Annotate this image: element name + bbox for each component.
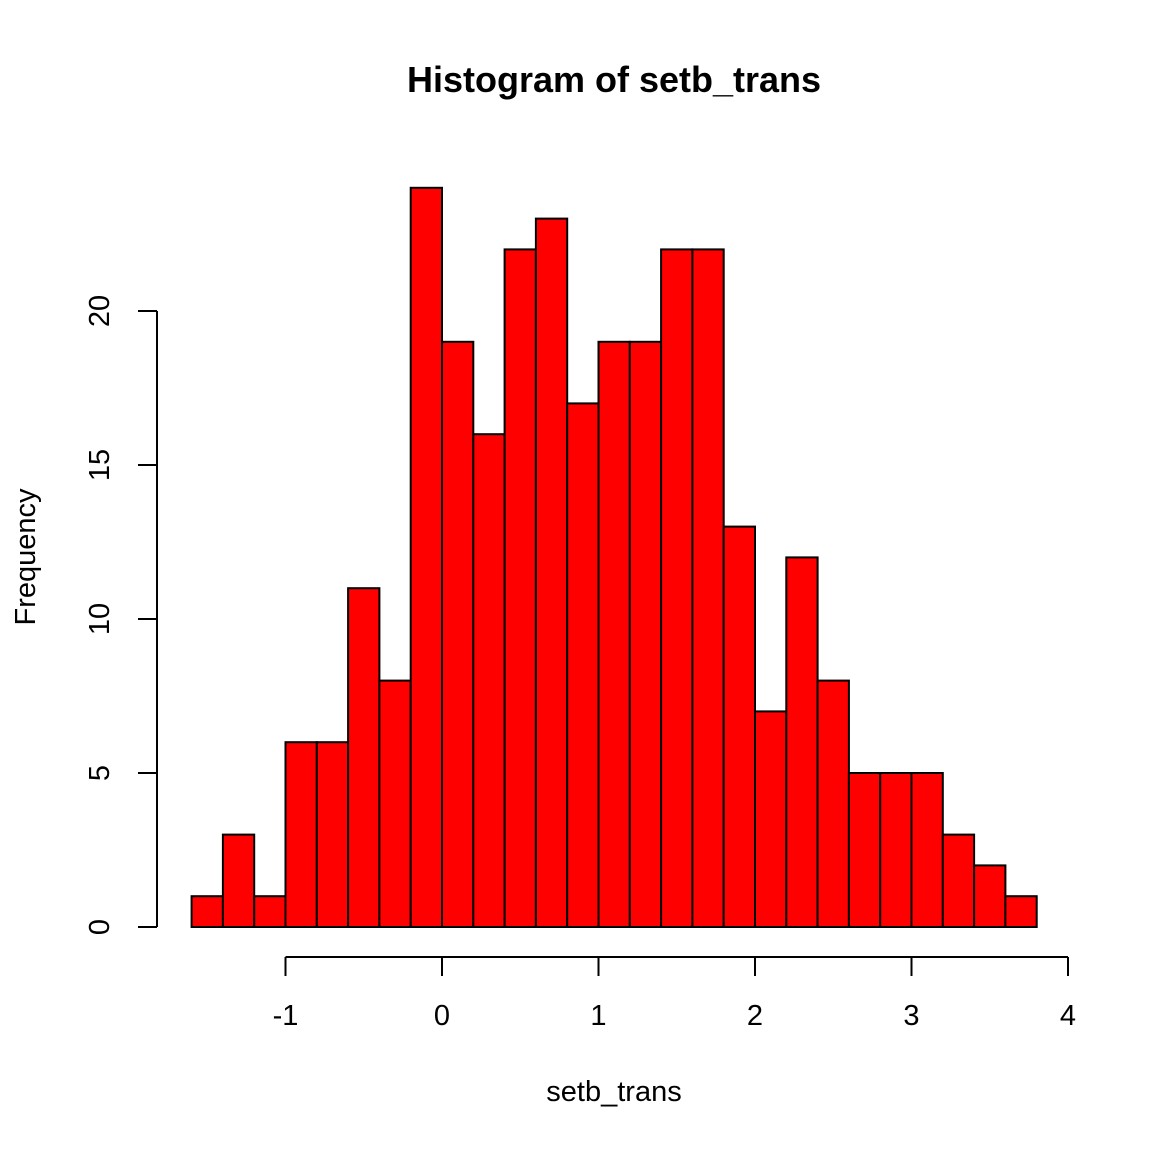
x-tick-label: 0 — [434, 1000, 450, 1032]
x-tick-label: 3 — [903, 1000, 919, 1032]
histogram-bar-1 — [221, 833, 256, 928]
y-tick-label: 10 — [84, 603, 116, 635]
histogram-bar-17 — [722, 525, 757, 928]
histogram-bar-21 — [847, 772, 882, 928]
histogram-bar-26 — [1004, 895, 1038, 929]
y-tick-label: 5 — [84, 765, 116, 781]
histogram-bar-9 — [472, 433, 506, 928]
x-tick-label: 4 — [1060, 1000, 1076, 1032]
histogram-bar-16 — [691, 248, 725, 928]
y-tick-label: 0 — [84, 919, 116, 935]
histogram-bar-23 — [910, 772, 944, 928]
histogram-bar-25 — [973, 864, 1007, 929]
chart-title: Histogram of setb_trans — [407, 59, 821, 100]
histogram-bar-19 — [785, 556, 819, 929]
x-tick-label: 1 — [590, 1000, 606, 1032]
x-tick-label: -1 — [273, 1000, 299, 1032]
histogram-bar-7 — [409, 186, 444, 929]
histogram-bar-5 — [347, 587, 381, 928]
histogram-bar-4 — [315, 741, 350, 929]
x-tick-label: 2 — [747, 1000, 763, 1032]
histogram-bar-6 — [378, 679, 412, 928]
histogram-bar-3 — [284, 741, 318, 929]
histogram-bar-15 — [660, 248, 694, 928]
histogram-bar-14 — [628, 340, 663, 928]
histogram-bar-10 — [503, 248, 537, 928]
y-tick-label: 15 — [84, 449, 116, 481]
x-axis: -1 0 1 2 3 4 — [273, 956, 1076, 1032]
histogram-bar-22 — [879, 772, 913, 928]
histogram-bar-24 — [941, 833, 976, 928]
histogram-bar-18 — [754, 710, 788, 929]
histogram-bar-20 — [816, 679, 850, 928]
histogram-bar-11 — [534, 217, 569, 929]
histogram-bar-8 — [441, 340, 475, 928]
y-tick-label: 20 — [84, 295, 116, 327]
histogram-bar-13 — [597, 340, 631, 928]
y-axis-title: Frequency — [10, 488, 42, 626]
histogram-bar-12 — [566, 402, 600, 928]
histogram-bar-0 — [190, 895, 224, 929]
x-axis-title: setb_trans — [546, 1076, 681, 1108]
y-axis: 0 5 10 15 20 — [84, 295, 158, 935]
bars-group — [190, 186, 1038, 929]
histogram-bar-2 — [253, 895, 287, 929]
